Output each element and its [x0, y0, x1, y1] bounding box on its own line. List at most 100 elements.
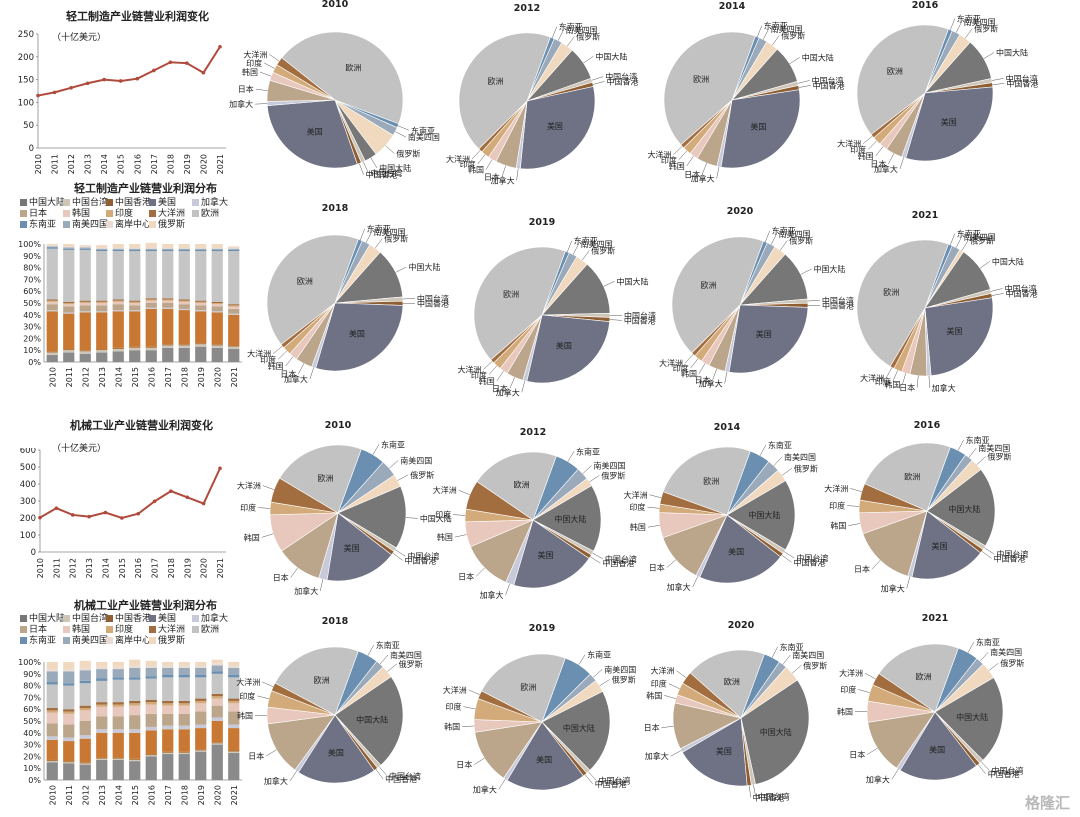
bar-segment: [178, 665, 190, 668]
bar-segment: [129, 251, 141, 301]
slice-label: 韩国: [830, 521, 846, 531]
slice-label: 印度: [445, 702, 461, 712]
bar-segment: [63, 671, 75, 684]
mech-line-unit: （十亿美元）: [52, 444, 107, 454]
bar-segment: [63, 349, 75, 351]
slice-label: 南美四国: [964, 17, 996, 27]
bar-segment: [162, 299, 174, 301]
pie-slice: [671, 236, 764, 354]
bar-segment: [178, 248, 190, 250]
x-tick-label: 2011: [65, 367, 74, 387]
bar-segment: [46, 712, 58, 724]
slice-label: 日本: [273, 573, 289, 583]
x-tick-label: 2013: [98, 367, 107, 387]
pie-title: 2016: [912, 0, 939, 11]
legend-swatch: [63, 210, 70, 217]
pie-slice: [681, 717, 748, 787]
slice-label: 日本: [492, 383, 508, 393]
slice-label: 欧洲: [514, 479, 530, 489]
label-leader: [984, 547, 995, 555]
slice-label: 美国: [946, 326, 962, 336]
pie-slice: [298, 714, 375, 784]
profit-point: [102, 77, 106, 82]
slice-label: 中国台湾: [389, 771, 421, 781]
bar-segment: [79, 710, 91, 721]
bar-segment: [178, 301, 190, 305]
label-leader: [686, 155, 694, 167]
bar-segment: [112, 244, 124, 248]
bar-segment: [195, 305, 207, 311]
x-tick-label: 2018: [167, 558, 176, 578]
slice-label: 南美四国: [400, 455, 432, 465]
bar-segment: [63, 312, 75, 314]
slice-label: 俄罗斯: [789, 235, 813, 245]
bar-segment: [46, 762, 58, 780]
slice-label: 美国: [556, 340, 572, 350]
slice-label: 印度: [460, 159, 476, 169]
bar-segment: [211, 344, 223, 346]
bar-segment: [211, 311, 223, 313]
bar-segment: [178, 304, 190, 309]
bar-segment: [79, 249, 91, 301]
slice-label: 加拿大: [229, 99, 253, 109]
bar-segment: [145, 713, 157, 727]
legend-label: 中国台湾: [72, 614, 109, 624]
slice-label: 俄罗斯: [410, 470, 434, 480]
label-leader: [259, 71, 272, 77]
bar-segment: [211, 244, 223, 248]
bar-segment: [145, 730, 157, 755]
slice-label: 俄罗斯: [399, 659, 423, 669]
legend-item: 中国台湾: [63, 614, 108, 625]
bar-segment: [96, 704, 108, 707]
legend-swatch: [63, 637, 70, 644]
bar-segment: [129, 703, 141, 706]
y-tick-label: 0%: [28, 776, 41, 785]
label-leader: [782, 654, 791, 665]
slice-label: 印度: [471, 370, 487, 380]
bar-segment: [178, 247, 190, 249]
bar-segment: [162, 307, 174, 309]
bar-segment: [129, 665, 141, 668]
x-tick-label: 2014: [101, 558, 110, 578]
bar-segment: [112, 247, 124, 249]
label-leader: [359, 163, 364, 175]
bar-segment: [79, 246, 91, 248]
label-leader: [892, 370, 898, 382]
label-leader: [678, 150, 687, 160]
legend-item: 大洋洲: [149, 209, 185, 220]
pie-chart: 2018 东南亚南美四国俄罗斯中国大陆中国台湾中国香港美国加拿大日本韩国印度大洋洲…: [247, 203, 449, 384]
label-leader: [395, 266, 407, 273]
bar-segment: [228, 247, 240, 249]
y-tick-label: 80%: [23, 682, 41, 691]
slice-label: 中国台湾: [370, 168, 402, 178]
bar-segment: [195, 677, 207, 699]
slice-label: 日本: [644, 723, 660, 733]
bar-segment: [112, 704, 124, 707]
slice-label: 欧洲: [887, 66, 903, 76]
label-leader: [483, 361, 493, 370]
bar-segment: [178, 703, 190, 706]
bar-segment: [63, 709, 75, 712]
x-tick-label: 2018: [180, 785, 189, 805]
bar-segment: [195, 724, 207, 729]
label-leader: [955, 21, 962, 33]
slice-label: 南美四国: [792, 650, 824, 660]
label-leader: [902, 373, 906, 385]
label-leader: [258, 507, 271, 509]
slice-label: 东南亚: [559, 22, 583, 32]
pie-slice: [473, 246, 566, 361]
bar-segment: [228, 248, 240, 250]
slice-label: 日本: [695, 375, 711, 385]
label-leader: [567, 240, 573, 252]
bar-segment: [145, 249, 157, 252]
bar-segment: [162, 308, 174, 345]
profit-point: [69, 86, 73, 90]
y-tick-label: 20%: [23, 334, 41, 343]
slice-label: 加拿大: [699, 379, 723, 389]
slice-label: 中国大陆: [996, 48, 1028, 58]
slice-label: 东南亚: [367, 224, 391, 234]
bar-segment: [63, 306, 75, 313]
label-leader: [609, 319, 622, 321]
